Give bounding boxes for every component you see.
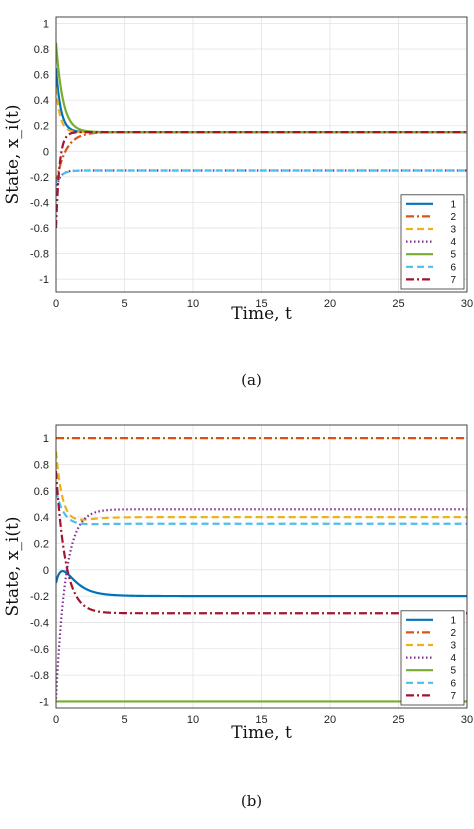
legend-entry-1: 1 [450,199,456,210]
axes-box [55,424,468,709]
legend-entry-5: 5 [450,250,456,261]
x-tick-label: 25 [392,714,404,726]
y-tick-label: -0.6 [30,644,49,656]
x-axis-label: Time, t [231,304,292,324]
y-tick-label: 1 [43,433,49,445]
series-line-6 [56,169,467,184]
y-tick-label: 0.4 [34,95,49,107]
legend-entry-3: 3 [450,641,456,652]
series-line-3 [56,451,467,521]
x-tick-label: 10 [187,714,199,726]
legend-entry-6: 6 [450,262,456,273]
x-tick-label: 5 [121,714,127,726]
y-tick-label: -0.4 [30,617,49,629]
y-tick-label: -0.2 [30,591,49,603]
y-tick-label: 0.6 [34,70,49,82]
x-tick-label: 10 [187,298,199,310]
panel-caption: (b) [241,792,262,810]
legend-entry-2: 2 [450,212,456,223]
y-tick-label: -0.2 [30,172,49,184]
panel-caption: (a) [241,371,262,389]
legend-entry-2: 2 [450,628,456,639]
x-tick-label: 30 [461,714,473,726]
chart-panel-a: 0 5 10 15 20 25 30-1-0.8-0.6-0.4-0.200.20.40.6… [3,16,473,389]
y-tick-label: 0.4 [34,512,49,524]
x-tick-label: 25 [392,298,404,310]
series-line-6 [56,490,467,526]
legend-entry-4: 4 [450,237,456,248]
x-tick-label: 5 [121,298,127,310]
x-tick-label: 0 [53,298,59,310]
y-tick-label: 0.2 [34,538,49,550]
y-axis-label: State, x_i(t) [3,517,23,617]
series-line-7 [56,471,467,615]
y-tick-label: 0.6 [34,486,49,498]
y-tick-label: 0 [43,565,49,577]
y-tick-label: 0.8 [34,44,49,56]
x-tick-label: 15 [255,298,267,310]
x-tick-label: 30 [461,298,473,310]
y-tick-label: -1 [39,696,49,708]
x-tick-label: 20 [324,298,336,310]
y-tick-label: -0.8 [30,249,49,261]
y-tick-label: 0.8 [34,459,49,471]
y-tick-label: -0.6 [30,223,49,235]
y-tick-label: 0 [43,146,49,158]
y-tick-label: 1 [43,18,49,30]
chart-panel-b: 0 5 10 15 20 25 30-1-0.8-0.6-0.4-0.200.20.40.6… [3,424,473,810]
series-line-7 [56,131,467,229]
axes-box [55,16,468,293]
legend-entry-7: 7 [450,691,456,702]
series-line-3 [56,87,467,134]
y-tick-label: 0.2 [34,121,49,133]
legend-entry-6: 6 [450,678,456,689]
y-tick-label: -1 [39,274,49,286]
x-tick-label: 15 [255,714,267,726]
legend-entry-3: 3 [450,225,456,236]
legend-entry-4: 4 [450,653,456,664]
series-line-1 [56,570,467,598]
legend-entry-1: 1 [450,615,456,626]
y-axis-label: State, x_i(t) [3,105,23,205]
series-group [56,437,467,703]
legend-entry-5: 5 [450,666,456,677]
y-tick-label: -0.8 [30,670,49,682]
series-line-4 [56,508,467,699]
x-tick-label: 20 [324,714,336,726]
legend-entry-7: 7 [450,275,456,286]
x-axis-label: Time, t [231,723,292,743]
y-tick-label: -0.4 [30,197,49,209]
series-group [56,42,467,229]
x-tick-label: 0 [53,714,59,726]
